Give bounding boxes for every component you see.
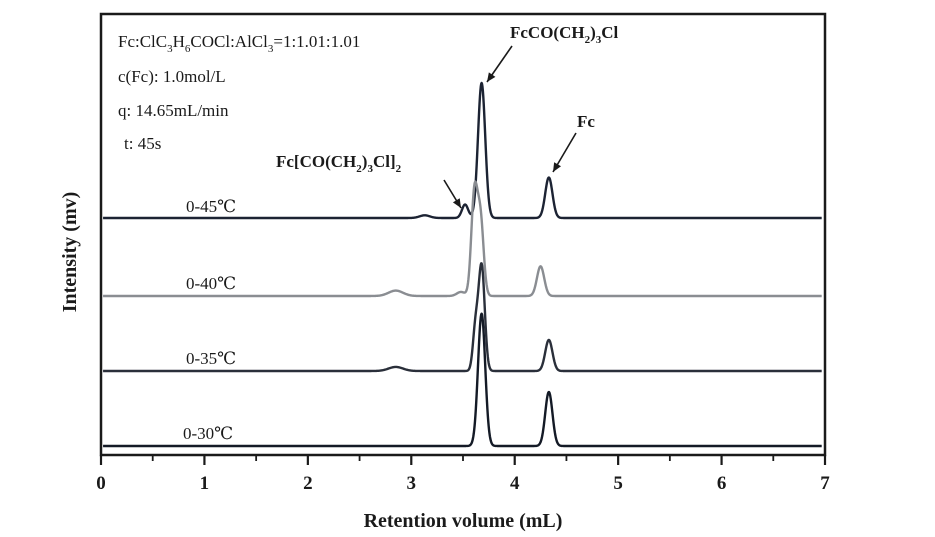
x-tick-label: 4 [510, 473, 520, 494]
peak-label-diacyl: Fc[CO(CH2)3Cl]2 [276, 152, 402, 175]
chromatogram-traces [102, 81, 823, 448]
trace-label: 0-30℃ [183, 424, 233, 443]
x-tick-label: 0 [96, 473, 106, 494]
x-axis-title: Retention volume (mL) [364, 510, 563, 532]
trace-0-45℃ [102, 81, 823, 220]
arrow-diacyl [443, 179, 462, 209]
condition-flow-rate: q: 14.65mL/min [118, 101, 229, 120]
x-tick-label: 3 [407, 473, 417, 494]
condition-ratio: Fc:ClC3H6COCl:AlCl3=1:1.01:1.01 [118, 32, 360, 55]
trace-0-35℃ [102, 262, 823, 373]
peak-annotations [443, 45, 577, 209]
peak-label-ferrocene: Fc [577, 112, 595, 131]
y-axis-title: Intensity (mv) [59, 192, 81, 313]
trace-label: 0-45℃ [186, 197, 236, 216]
x-tick-label: 5 [613, 473, 623, 494]
x-axis-tick-labels: 0 1 2 3 4 5 6 7 [96, 473, 830, 494]
arrow-product [486, 45, 513, 83]
x-tick-label: 6 [717, 473, 727, 494]
trace-labels: 0-45℃ 0-40℃ 0-35℃ 0-30℃ [183, 197, 236, 443]
x-tick-label: 2 [303, 473, 313, 494]
condition-concentration: c(Fc): 1.0mol/L [118, 67, 226, 86]
x-tick-label: 1 [200, 473, 210, 494]
x-axis-ticks [99, 455, 827, 465]
peak-label-product: FcCO(CH2)3Cl [510, 23, 619, 46]
condition-time: t: 45s [124, 134, 161, 153]
trace-label: 0-40℃ [186, 274, 236, 293]
trace-0-40℃ [102, 180, 823, 298]
x-tick-label: 7 [820, 473, 830, 494]
trace-label: 0-35℃ [186, 349, 236, 368]
trace-0-30℃ [102, 312, 823, 448]
arrow-ferrocene [552, 132, 577, 173]
